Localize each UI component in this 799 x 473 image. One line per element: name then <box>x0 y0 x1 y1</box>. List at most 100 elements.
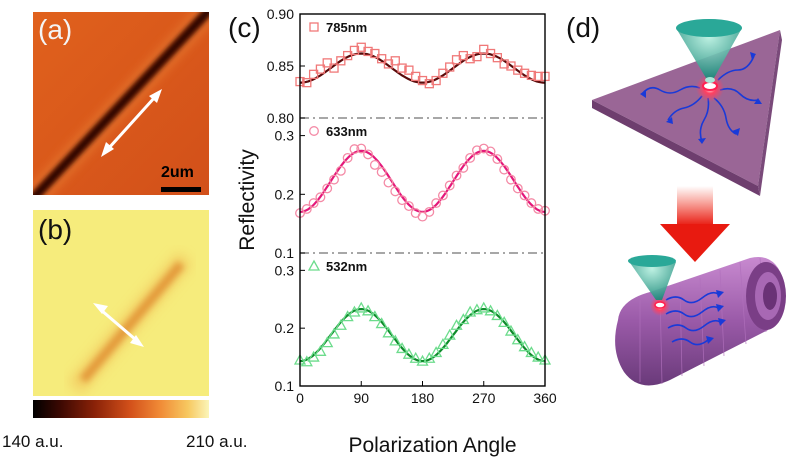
data-point <box>470 303 484 315</box>
data-point <box>368 310 381 322</box>
data-point <box>308 69 319 79</box>
data-point <box>363 149 374 160</box>
data-point <box>301 204 312 214</box>
data-point <box>355 301 368 313</box>
data-point <box>315 192 326 203</box>
measure-arrow-b <box>93 303 144 347</box>
data-point <box>458 50 468 61</box>
data-point <box>526 198 537 209</box>
data-point <box>450 318 463 330</box>
x-tick-label: 270 <box>472 390 496 406</box>
reflectivity-chart-svg: 0.80 0.85 0.90 785nm 0.1 0.2 0.3 633nm 0.1 0.2 0.3… <box>236 6 557 457</box>
data-point <box>498 316 511 328</box>
objective-cone-top <box>676 19 742 83</box>
data-point <box>335 165 346 176</box>
legend-marker <box>309 126 319 136</box>
y-tick-label: 0.90 <box>267 6 294 22</box>
data-point <box>431 198 442 209</box>
data-point <box>504 324 518 336</box>
data-point <box>499 59 509 69</box>
data-point <box>471 145 482 156</box>
data-point <box>511 333 524 345</box>
data-point <box>390 56 400 66</box>
data-point <box>361 304 375 316</box>
reflectivity-chart: 0.80 0.85 0.90 785nm 0.1 0.2 0.3 633nm 0.1 0.2 0.3… <box>220 0 560 468</box>
data-point <box>417 75 428 86</box>
emission-arrows-flat <box>641 55 759 143</box>
data-point <box>478 143 489 154</box>
data-point <box>519 68 530 78</box>
y-tick-label: 0.2 <box>275 320 295 336</box>
data-point <box>431 75 441 86</box>
data-point <box>465 152 476 163</box>
data-point <box>512 183 523 194</box>
data-point <box>363 46 373 57</box>
data-point <box>458 162 469 173</box>
data-point <box>519 190 530 201</box>
y-tick-label: 0.3 <box>275 128 295 144</box>
data-point <box>356 143 367 154</box>
data-point <box>506 174 516 185</box>
legend-label: 633nm <box>326 124 367 139</box>
data-point <box>390 186 401 197</box>
afm-map-b-image <box>33 210 209 396</box>
data-point <box>308 198 319 209</box>
data-point <box>518 340 531 352</box>
scale-bar <box>161 187 201 192</box>
data-point <box>349 144 360 155</box>
data-point <box>513 65 523 75</box>
x-tick-label: 180 <box>411 390 435 406</box>
y-tick-label: 0.80 <box>267 110 294 126</box>
data-point <box>451 170 462 181</box>
data-point <box>526 70 537 81</box>
data-point <box>430 346 443 358</box>
data-point <box>397 195 408 206</box>
panel-c-label: (c) <box>228 12 261 43</box>
data-point <box>321 336 334 348</box>
data-point <box>376 167 387 177</box>
objective-cone-bottom <box>628 255 676 300</box>
data-point <box>397 63 407 73</box>
x-tick-label: 0 <box>296 390 304 406</box>
data-point <box>307 350 320 362</box>
data-point <box>329 63 339 73</box>
data-point <box>465 54 475 64</box>
colorbar-max-label: 210 a.u. <box>186 432 248 451</box>
data-point <box>329 174 339 185</box>
colorbar <box>33 400 209 418</box>
data-point <box>369 160 380 170</box>
data-point <box>336 56 346 66</box>
panel-d-label: (d) <box>566 12 601 43</box>
data-point <box>533 204 544 214</box>
data-point <box>533 71 543 82</box>
fit-curve-532nm <box>299 307 546 363</box>
data-point <box>389 334 402 346</box>
data-point <box>375 317 388 329</box>
y-tick-label: 0.3 <box>275 262 295 278</box>
data-point <box>491 309 504 321</box>
data-point <box>492 154 503 165</box>
transform-arrow <box>660 186 730 262</box>
data-point <box>314 344 327 356</box>
data-point <box>424 206 435 217</box>
measure-arrow-a <box>101 89 162 157</box>
data-point <box>485 146 496 157</box>
data-point <box>322 58 332 68</box>
data-point <box>499 164 510 175</box>
data-point <box>438 68 448 78</box>
data-point <box>409 351 422 363</box>
data-point <box>342 152 353 163</box>
x-tick-label: 90 <box>353 390 369 406</box>
x-axis-label: Polarization Angle <box>348 434 516 457</box>
schematic-d <box>580 0 799 468</box>
data-point <box>436 338 450 350</box>
data-point <box>492 53 503 63</box>
data-point <box>443 328 456 340</box>
panel-a-label: (a) <box>38 14 73 45</box>
afm-map-a-image <box>17 0 223 214</box>
colorbar-min-label: 140 a.u. <box>2 432 64 451</box>
data-point <box>315 64 326 74</box>
legend-marker <box>309 22 319 32</box>
data-point <box>437 190 448 201</box>
data-point <box>417 211 428 222</box>
